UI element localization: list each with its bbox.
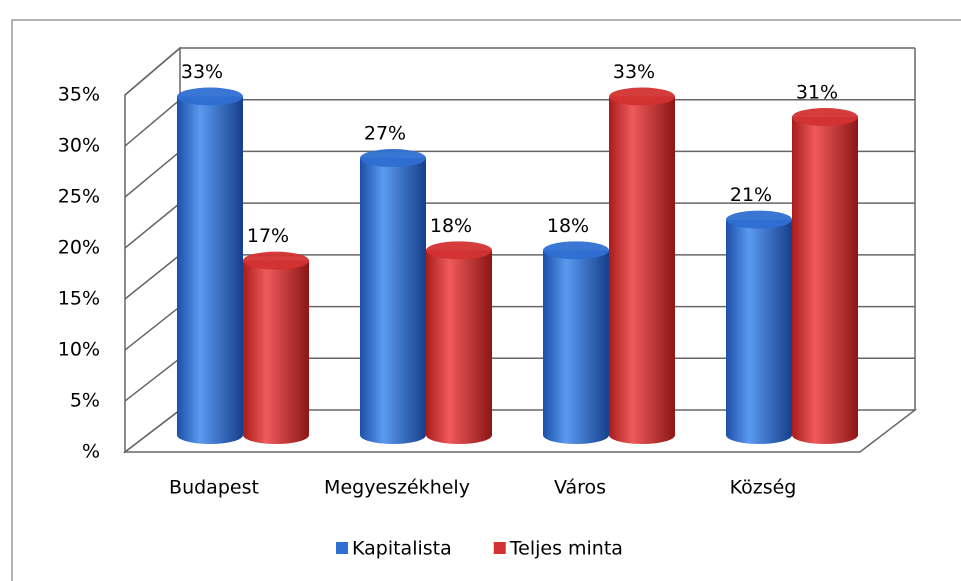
value-label: 31% (796, 82, 838, 104)
grid-line (124, 305, 181, 351)
x-tick-label: Budapest (169, 477, 259, 499)
grid-line (124, 357, 181, 402)
cylinder (543, 250, 609, 444)
cylinder (360, 158, 426, 445)
y-tick-label: 10% (58, 339, 100, 361)
cylinder (177, 96, 243, 444)
cylinder (609, 96, 675, 444)
value-label: 27% (364, 123, 406, 145)
cylinder-top (360, 149, 426, 168)
legend-swatch (493, 542, 506, 554)
cylinder (792, 117, 858, 445)
cylinder-top (792, 108, 858, 127)
y-tick-label: 25% (58, 186, 100, 208)
y-tick-label: 5% (70, 390, 100, 412)
cylinder (426, 250, 492, 444)
value-label: 33% (613, 61, 655, 83)
value-label: 18% (430, 215, 472, 237)
y-tick-label: 30% (58, 135, 100, 157)
side-wall (124, 46, 181, 454)
grid-line (124, 150, 181, 198)
x-tick-label: Község (730, 477, 797, 499)
cylinder (726, 219, 792, 444)
value-label: 33% (181, 61, 223, 83)
cylinder-top (177, 87, 243, 106)
y-tick-label: % (82, 441, 100, 463)
x-tick-label: Megyeszékhely (324, 477, 470, 499)
y-tick-label: 20% (58, 237, 100, 259)
value-label: 17% (247, 225, 289, 247)
legend-label: Kapitalista (352, 538, 452, 560)
legend-label: Teljes minta (509, 538, 623, 560)
cylinder-top (609, 87, 675, 106)
value-label: 21% (730, 184, 772, 206)
cylinder-top (543, 241, 609, 260)
frame (11, 19, 961, 581)
cylinder-top (426, 241, 492, 260)
cylinder (243, 260, 309, 444)
grid-line (124, 254, 181, 300)
value-label: 18% (547, 215, 589, 237)
cylinder-top (243, 251, 309, 270)
y-tick-label: 35% (58, 84, 100, 106)
grid-line (124, 202, 181, 249)
grid-line (124, 99, 181, 147)
cylinder-top (726, 210, 792, 229)
grid-line (124, 47, 181, 96)
legend-swatch (336, 542, 348, 554)
y-tick-label: 15% (58, 288, 100, 310)
x-tick-label: Város (554, 477, 606, 499)
